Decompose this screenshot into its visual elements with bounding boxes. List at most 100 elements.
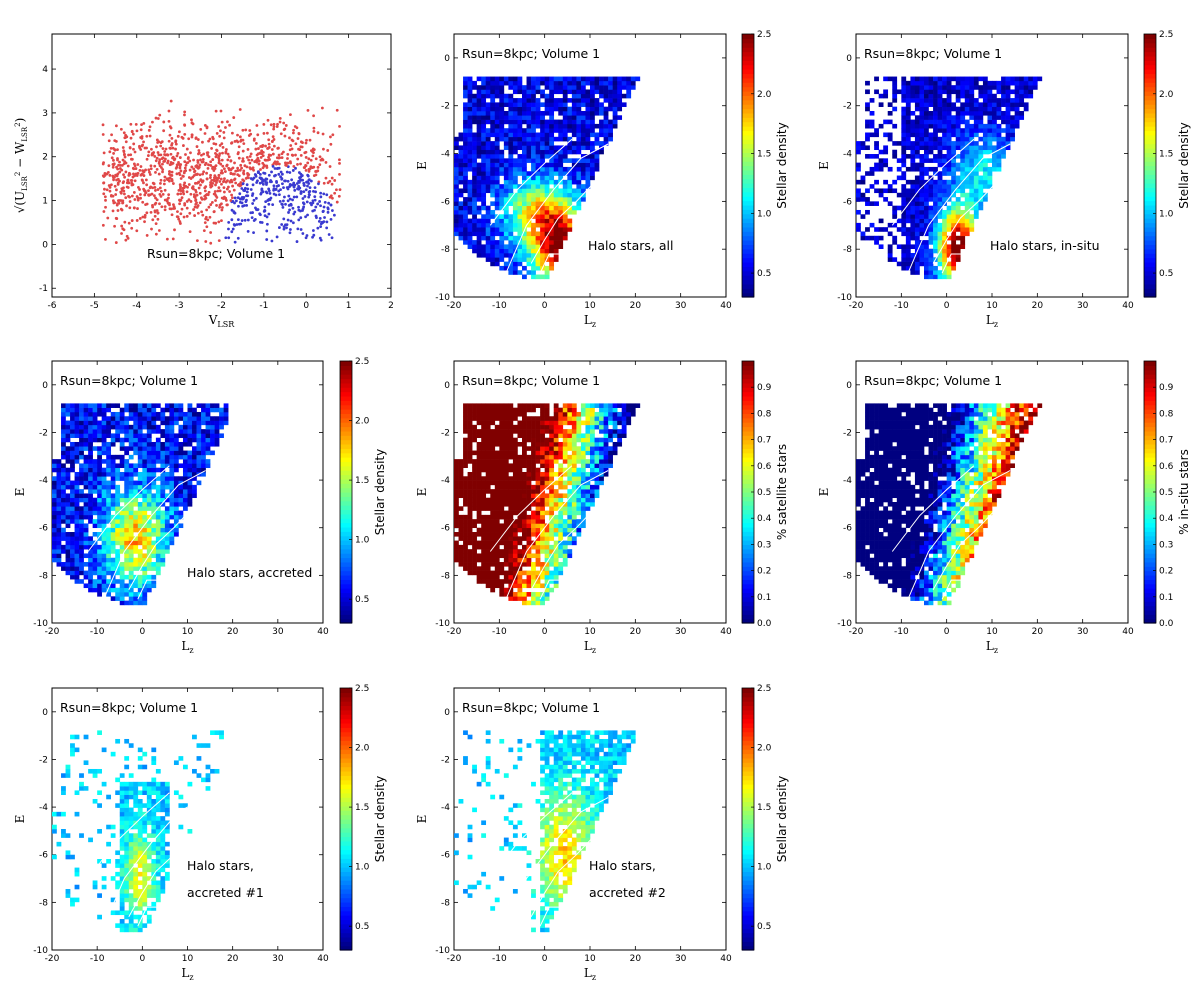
heatmap-cell [79, 476, 84, 481]
heatmap-cell [74, 557, 80, 563]
heatmap-cell [494, 85, 500, 90]
colorbar-swatch [1144, 55, 1156, 61]
heatmap-cell [169, 437, 175, 443]
scatter-point-red [179, 169, 183, 173]
heatmap-cell [115, 532, 121, 537]
heatmap-cell [558, 85, 564, 90]
scatter-point-red [179, 212, 183, 216]
scatter-point-red [131, 166, 135, 170]
heatmap-cell [905, 244, 911, 250]
heatmap-cell [562, 119, 568, 125]
scatter-point-blue [322, 192, 326, 196]
heatmap-cell [110, 549, 116, 554]
heatmap-cell [97, 523, 102, 529]
heatmap-cell [61, 463, 66, 469]
heatmap-cell [133, 411, 139, 417]
heatmap-cell [173, 463, 179, 469]
heatmap-cell [946, 188, 952, 194]
scatter-point-red [266, 118, 270, 122]
scatter-point-red [242, 142, 246, 146]
colorbar-swatch [1144, 130, 1156, 136]
heatmap-cell [79, 416, 84, 421]
heatmap-cell [969, 145, 975, 151]
heatmap-cell [512, 149, 518, 155]
heatmap-cell [119, 570, 125, 576]
colorbar-swatch [1144, 95, 1156, 101]
heatmap-cell [535, 214, 541, 219]
heatmap-cell [74, 489, 80, 494]
heatmap-cell [65, 540, 71, 546]
heatmap-cell [512, 175, 518, 181]
heatmap-cell [522, 149, 527, 155]
heatmap-cell [481, 149, 487, 155]
scatter-point-red [215, 149, 219, 153]
heatmap-cell [146, 407, 152, 413]
heatmap-cell [599, 128, 604, 133]
heatmap-cell [92, 446, 98, 451]
heatmap-cell [905, 93, 911, 99]
heatmap-cell [1023, 89, 1029, 95]
heatmap-cell [531, 227, 536, 232]
scatter-point-red [311, 154, 315, 158]
heatmap-cell [914, 257, 920, 262]
heatmap-cell [101, 437, 107, 443]
heatmap-cell [169, 489, 175, 494]
heatmap-cell [164, 403, 170, 408]
heatmap-cell [928, 158, 934, 163]
heatmap-cell [580, 85, 586, 90]
heatmap-cell [508, 110, 514, 116]
heatmap-cell [173, 532, 179, 537]
scatter-point-red [278, 156, 282, 160]
scatter-point-blue [256, 179, 259, 183]
heatmap-cell [92, 484, 98, 490]
heatmap-cell [549, 89, 555, 95]
heatmap-cell [467, 218, 473, 224]
heatmap-cell [481, 171, 487, 176]
heatmap-cell [128, 424, 134, 430]
heatmap-cell [558, 98, 564, 103]
heatmap-cell [101, 553, 107, 559]
heatmap-cell [914, 214, 920, 219]
scatter-point-red [189, 151, 192, 155]
heatmap-cell [133, 497, 139, 503]
heatmap-cell [933, 110, 938, 116]
heatmap-cell [576, 89, 582, 95]
heatmap-cell [106, 497, 112, 503]
scatter-point-blue [309, 201, 312, 205]
heatmap-cell [1014, 89, 1020, 95]
scatter-point-red [131, 175, 135, 179]
heatmap-cell [155, 549, 161, 554]
heatmap-cell [458, 175, 464, 181]
heatmap-cell [467, 179, 473, 185]
heatmap-cell [567, 175, 573, 181]
scatter-point-red [209, 241, 213, 245]
heatmap-cell [544, 205, 550, 211]
heatmap-cell [101, 467, 107, 473]
heatmap-cell [910, 123, 916, 129]
heatmap-cell [481, 218, 487, 224]
heatmap-cell [472, 184, 477, 189]
scatter-point-red [156, 151, 160, 154]
heatmap-cell [1010, 132, 1015, 138]
colorbar-tick-label: 1.0 [757, 209, 772, 219]
heatmap-cell [106, 424, 112, 430]
heatmap-cell [978, 145, 984, 151]
heatmap-cell [964, 76, 970, 82]
heatmap-cell [549, 145, 555, 151]
scatter-point-red [154, 201, 158, 205]
heatmap-cell [70, 536, 75, 541]
heatmap-cell [887, 110, 893, 116]
heatmap-cell [56, 506, 62, 511]
x-tick-label: 40 [317, 627, 329, 637]
heatmap-cell [467, 205, 473, 211]
heatmap-cell [553, 192, 559, 198]
scatter-point-red [179, 186, 182, 190]
heatmap-cell [914, 235, 920, 241]
heatmap-cell [503, 205, 509, 211]
colorbar-swatch [742, 112, 754, 118]
heatmap-cell [987, 132, 993, 138]
heatmap-cell [955, 201, 961, 206]
scatter-point-red [182, 215, 186, 219]
scatter-point-red [289, 161, 292, 165]
scatter-point-red [231, 184, 234, 188]
